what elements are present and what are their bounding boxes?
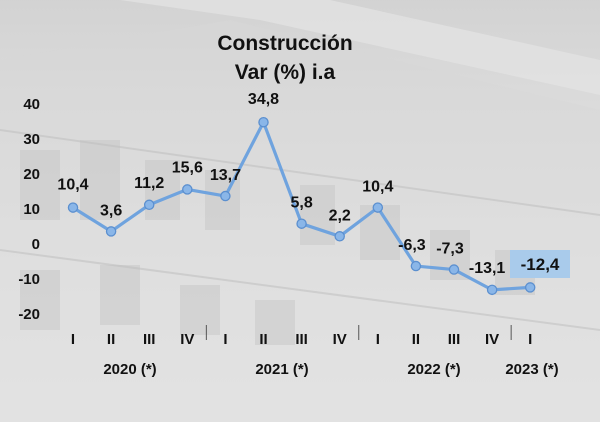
- data-label: -7,3: [436, 241, 464, 258]
- x-tick-label: II: [107, 331, 115, 348]
- x-tick-label: I: [71, 331, 75, 348]
- data-point: [220, 190, 231, 202]
- x-tick-label: IV: [333, 331, 347, 348]
- data-label: 11,2: [134, 175, 164, 192]
- data-label-highlight: -12,4: [521, 255, 560, 274]
- y-tick-label: -20: [18, 306, 40, 323]
- data-point: [182, 184, 193, 195]
- x-tick-label: II: [412, 331, 420, 348]
- data-point: [448, 264, 460, 275]
- data-label: 3,6: [100, 202, 122, 219]
- y-tick-label: 40: [23, 96, 40, 113]
- highlight-box: [510, 250, 570, 278]
- x-tick-label: III: [295, 331, 308, 348]
- series-construccion: [67, 116, 536, 296]
- data-label: 13,7: [210, 167, 241, 184]
- data-label: 2,2: [329, 207, 351, 224]
- year-group-label: 2023 (*): [505, 361, 558, 378]
- chart-title: Construcción Var (%) i.a: [217, 32, 352, 84]
- x-tick-label: II: [259, 331, 267, 348]
- data-point: [486, 284, 498, 296]
- year-group-label: 2021 (*): [255, 361, 308, 378]
- x-tick-label: III: [143, 331, 156, 348]
- y-tick-label: 10: [23, 201, 40, 218]
- y-axis: -20 -10 0 10 20 30 40: [18, 96, 40, 323]
- y-tick-label: 30: [23, 131, 40, 148]
- data-point: [105, 226, 117, 237]
- year-group-label: 2020 (*): [103, 361, 156, 378]
- data-label: 10,4: [362, 179, 393, 196]
- data-point: [67, 202, 79, 213]
- data-point: [258, 116, 269, 128]
- x-tick-label: IV: [485, 331, 499, 348]
- data-labels: 10,4 3,6 11,2 15,6 13,7 34,8 5,8 2,2 10,4 -6,3 -7,…: [57, 91, 570, 278]
- data-point: [296, 218, 307, 229]
- year-group-label: 2022 (*): [407, 361, 460, 378]
- data-label: 10,4: [57, 177, 88, 194]
- data-label: -6,3: [398, 237, 426, 254]
- chart-title-line1: Construcción: [217, 32, 352, 55]
- data-point: [410, 260, 422, 272]
- y-tick-label: -10: [18, 271, 40, 288]
- x-tick-label: I: [528, 331, 532, 348]
- chart-title-line2: Var (%) i.a: [235, 61, 336, 84]
- data-point: [143, 199, 155, 211]
- x-tick-label: I: [376, 331, 380, 348]
- data-point: [372, 202, 384, 213]
- y-tick-label: 0: [32, 236, 40, 253]
- x-tick-label: III: [448, 331, 461, 348]
- x-tick-label: I: [223, 331, 227, 348]
- y-tick-label: 20: [23, 166, 40, 183]
- data-label: 34,8: [248, 91, 279, 108]
- data-point: [334, 231, 345, 242]
- x-tick-label: IV: [180, 331, 194, 348]
- data-label: 15,6: [172, 159, 203, 176]
- data-label: 5,8: [290, 195, 312, 212]
- data-point: [524, 282, 536, 293]
- data-label: -13,1: [469, 260, 506, 277]
